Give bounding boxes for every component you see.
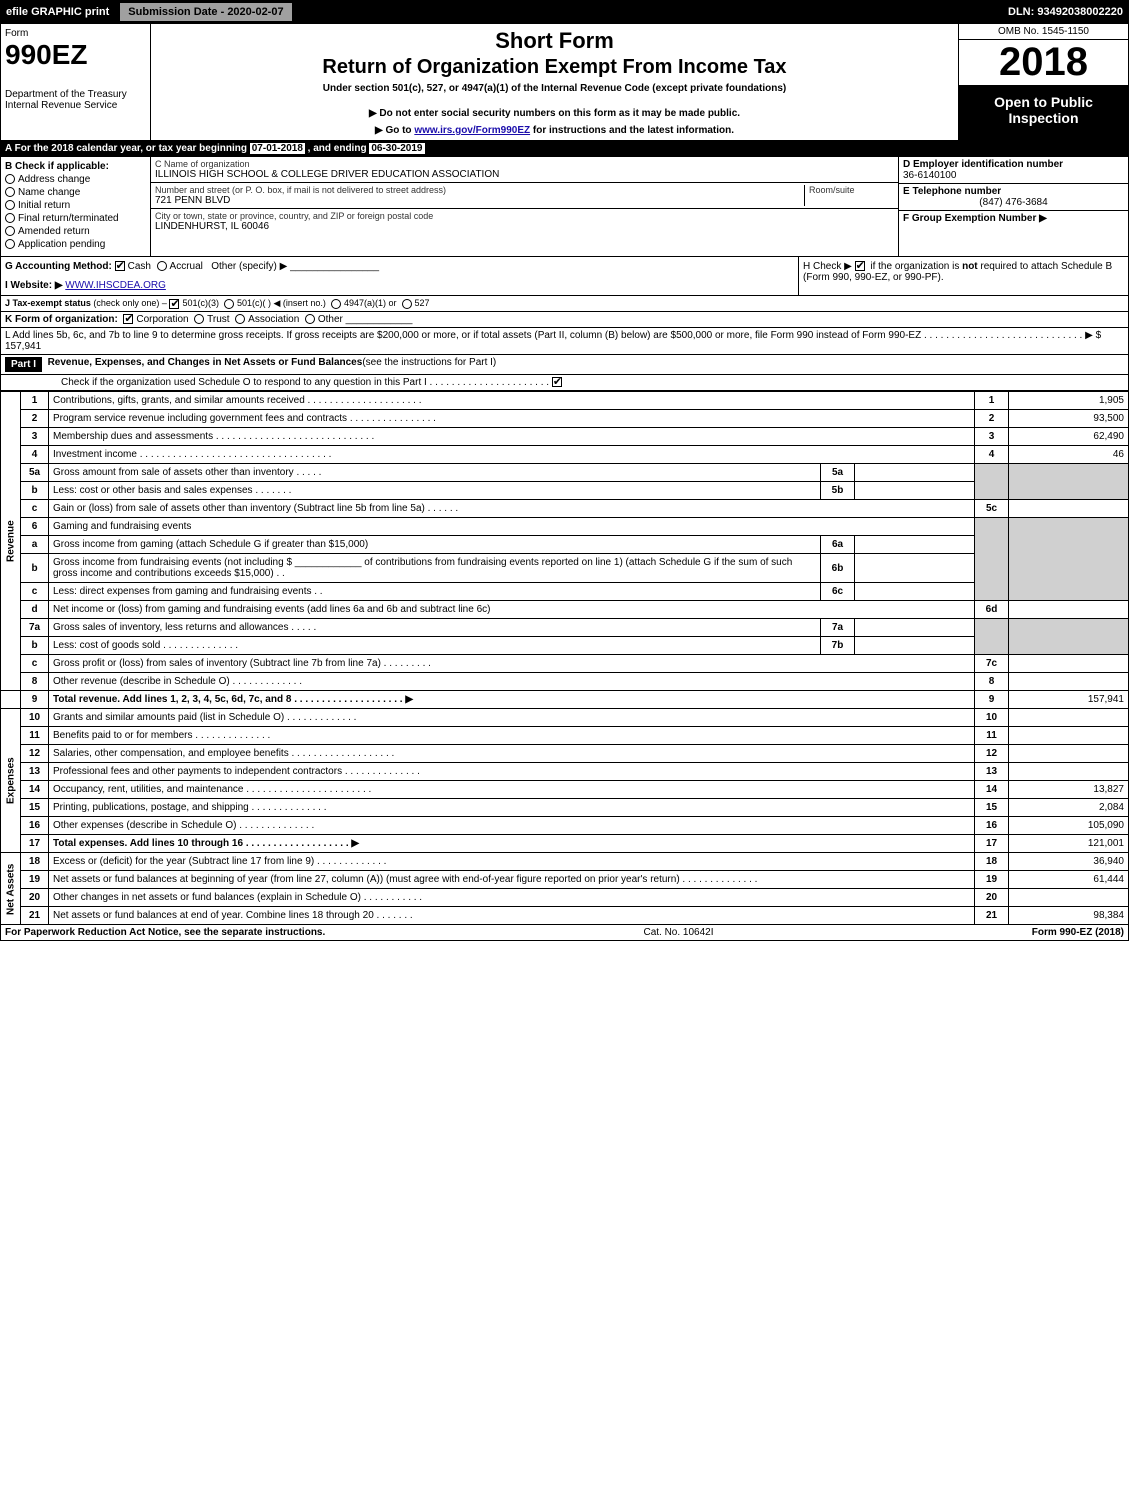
tax-year-begin: 07-01-2018 — [250, 143, 305, 154]
part1-check-row: Check if the organization used Schedule … — [0, 375, 1129, 391]
chk-name-change[interactable]: Name change — [5, 187, 146, 198]
part1-title2: (see the instructions for Part I) — [362, 357, 496, 368]
chk-schedule-b[interactable] — [855, 261, 865, 271]
department-label: Department of the Treasury Internal Reve… — [5, 89, 146, 111]
org-name: ILLINOIS HIGH SCHOOL & COLLEGE DRIVER ED… — [155, 169, 894, 180]
row-l-gross-receipts: L Add lines 5b, 6c, and 7b to line 9 to … — [0, 328, 1129, 355]
g-label: G Accounting Method: — [5, 261, 112, 272]
row-gh: G Accounting Method: Cash Accrual Other … — [0, 257, 1129, 296]
city-label: City or town, state or province, country… — [155, 211, 894, 221]
form-label: Form — [5, 28, 146, 39]
org-city: LINDENHURST, IL 60046 — [155, 221, 894, 232]
side-expenses: Expenses — [1, 709, 21, 853]
header-right: OMB No. 1545-1150 2018 Open to Public In… — [958, 24, 1128, 140]
header-left: Form 990EZ Department of the Treasury In… — [1, 24, 151, 140]
open-inspection: Open to Public Inspection — [959, 86, 1128, 140]
col-b-checks: B Check if applicable: Address change Na… — [1, 157, 151, 256]
phone-label: E Telephone number — [903, 186, 1124, 197]
form-header: Form 990EZ Department of the Treasury In… — [0, 24, 1129, 141]
short-form-title: Short Form — [157, 28, 952, 54]
line-1-box: 1 — [975, 392, 1009, 410]
side-netassets: Net Assets — [1, 853, 21, 925]
row-a-pre: A For the 2018 calendar year, or tax yea… — [5, 143, 250, 154]
j-sub: (check only one) ‒ — [93, 298, 167, 308]
chk-501c3[interactable] — [169, 299, 179, 309]
j-label: J Tax-exempt status — [5, 298, 91, 308]
chk-amended-return[interactable]: Amended return — [5, 226, 146, 237]
part1-title: Revenue, Expenses, and Changes in Net As… — [48, 357, 363, 368]
chk-4947[interactable] — [331, 299, 341, 309]
row-a-mid: , and ending — [305, 143, 369, 154]
phone-value: (847) 476-3684 — [903, 197, 1124, 208]
side-revenue: Revenue — [1, 392, 21, 691]
form-number: 990EZ — [5, 39, 146, 71]
accounting-method: G Accounting Method: Cash Accrual Other … — [1, 257, 798, 295]
efile-label: efile GRAPHIC print — [0, 6, 115, 18]
goto-pre: ▶ Go to — [375, 125, 414, 136]
row-j-tax-exempt: J Tax-exempt status (check only one) ‒ 5… — [0, 296, 1129, 312]
row-h-schedule-b: H Check ▶ if the organization is not req… — [798, 257, 1128, 295]
chk-association[interactable] — [235, 314, 245, 324]
website-link[interactable]: WWW.IHSCDEA.ORG — [65, 280, 166, 291]
part1-lines-table: Revenue 1 Contributions, gifts, grants, … — [0, 391, 1129, 925]
room-label: Room/suite — [809, 185, 894, 195]
block-bcdef: B Check if applicable: Address change Na… — [0, 157, 1129, 257]
col-c-org: C Name of organization ILLINOIS HIGH SCH… — [151, 157, 898, 256]
tax-year: 2018 — [959, 40, 1128, 86]
goto-post: for instructions and the latest informat… — [530, 125, 734, 136]
omb-number: OMB No. 1545-1150 — [959, 24, 1128, 40]
street-label: Number and street (or P. O. box, if mail… — [155, 185, 804, 195]
tax-year-end: 06-30-2019 — [369, 143, 424, 154]
col-de: D Employer identification number 36-6140… — [898, 157, 1128, 256]
part1-header-row: Part I Revenue, Expenses, and Changes in… — [0, 355, 1129, 375]
line-1-val: 1,905 — [1009, 392, 1129, 410]
dln-label: DLN: 93492038002220 — [1002, 6, 1129, 18]
line-1-desc: Contributions, gifts, grants, and simila… — [49, 392, 975, 410]
chk-corporation[interactable] — [123, 314, 133, 324]
ein-label: D Employer identification number — [903, 159, 1124, 170]
header-mid: Short Form Return of Organization Exempt… — [151, 24, 958, 140]
part1-badge: Part I — [5, 357, 42, 372]
form-title: Return of Organization Exempt From Incom… — [157, 56, 952, 79]
org-name-label: C Name of organization — [155, 159, 894, 169]
col-b-header: B Check if applicable: — [5, 161, 146, 172]
submission-date-button[interactable]: Submission Date - 2020-02-07 — [119, 2, 292, 22]
row-a-tax-year: A For the 2018 calendar year, or tax yea… — [0, 141, 1129, 157]
l-value: 157,941 — [5, 341, 41, 352]
chk-application-pending[interactable]: Application pending — [5, 239, 146, 250]
chk-final-return[interactable]: Final return/terminated — [5, 213, 146, 224]
row-k-org-form: K Form of organization: Corporation Trus… — [0, 312, 1129, 328]
chk-501c[interactable] — [224, 299, 234, 309]
chk-initial-return[interactable]: Initial return — [5, 200, 146, 211]
line-1-num: 1 — [21, 392, 49, 410]
irs-link[interactable]: www.irs.gov/Form990EZ — [414, 125, 530, 136]
top-bar: efile GRAPHIC print Submission Date - 20… — [0, 0, 1129, 24]
ssn-warning: ▶ Do not enter social security numbers o… — [157, 108, 952, 119]
form-subtitle: Under section 501(c), 527, or 4947(a)(1)… — [157, 83, 952, 94]
footer-left: For Paperwork Reduction Act Notice, see … — [5, 927, 325, 938]
page-footer: For Paperwork Reduction Act Notice, see … — [0, 925, 1129, 941]
chk-schedule-o[interactable] — [552, 377, 562, 387]
footer-cat: Cat. No. 10642I — [325, 927, 1031, 938]
ein-value: 36-6140100 — [903, 170, 1124, 181]
goto-note: ▶ Go to www.irs.gov/Form990EZ for instru… — [157, 125, 952, 136]
l-text: L Add lines 5b, 6c, and 7b to line 9 to … — [5, 330, 1101, 341]
chk-trust[interactable] — [194, 314, 204, 324]
chk-address-change[interactable]: Address change — [5, 174, 146, 185]
org-street: 721 PENN BLVD — [155, 195, 804, 206]
chk-other[interactable] — [305, 314, 315, 324]
chk-cash[interactable] — [115, 261, 125, 271]
k-label: K Form of organization: — [5, 314, 118, 325]
chk-527[interactable] — [402, 299, 412, 309]
group-exemption-label: F Group Exemption Number ▶ — [903, 213, 1124, 224]
footer-form: Form 990-EZ (2018) — [1032, 927, 1124, 938]
part1-check-text: Check if the organization used Schedule … — [61, 377, 549, 388]
chk-accrual[interactable] — [157, 261, 167, 271]
i-label: I Website: ▶ — [5, 280, 63, 291]
